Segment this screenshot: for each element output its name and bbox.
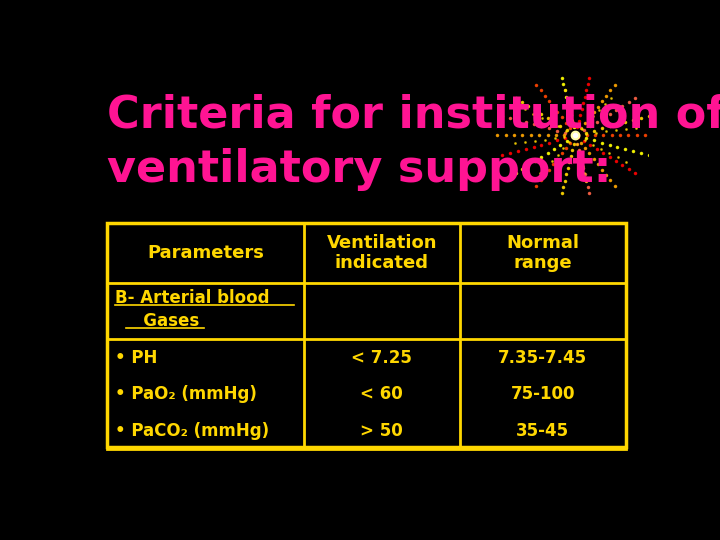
Text: 35-45: 35-45 bbox=[516, 422, 570, 440]
Text: < 60: < 60 bbox=[361, 385, 403, 403]
Text: Criteria for institution of: Criteria for institution of bbox=[107, 94, 720, 137]
Text: 7.35-7.45: 7.35-7.45 bbox=[498, 348, 588, 367]
Text: B- Arterial blood: B- Arterial blood bbox=[115, 289, 269, 307]
Text: > 50: > 50 bbox=[361, 422, 403, 440]
Text: Gases: Gases bbox=[126, 312, 199, 330]
Text: 75-100: 75-100 bbox=[510, 385, 575, 403]
Text: < 7.25: < 7.25 bbox=[351, 348, 413, 367]
Bar bbox=[107, 223, 626, 447]
Text: Parameters: Parameters bbox=[147, 244, 264, 262]
Text: Ventilation
indicated: Ventilation indicated bbox=[327, 233, 437, 272]
Text: Normal
range: Normal range bbox=[506, 233, 579, 272]
Text: • PaCO₂ (mmHg): • PaCO₂ (mmHg) bbox=[115, 422, 269, 440]
Text: ventilatory support:: ventilatory support: bbox=[107, 148, 611, 191]
Text: • PH: • PH bbox=[115, 348, 158, 367]
Text: • PaO₂ (mmHg): • PaO₂ (mmHg) bbox=[115, 385, 257, 403]
